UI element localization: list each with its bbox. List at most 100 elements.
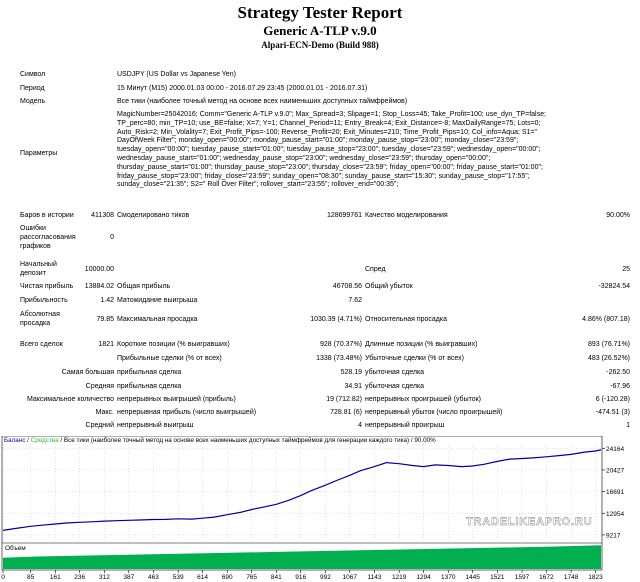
model-value: Все тики (наиболее точный метод на основ… <box>117 98 408 105</box>
average-consecutive-wins-value: 4 <box>358 422 362 429</box>
average-loss-label: убыточная сделка <box>365 383 425 390</box>
errors-label-1: Ошибки <box>20 225 46 232</box>
model-label: Модель <box>20 98 46 105</box>
spread-label: Спред <box>365 266 386 273</box>
x-tick-label: 992 <box>320 574 331 581</box>
spread-value: 25 <box>622 266 630 273</box>
server-name: Alpari-ECN-Demo (Build 988) <box>261 40 379 50</box>
params-line: thursday_pause_start="01:00"; thursday_p… <box>117 163 543 171</box>
legend-description: / Все тики (наиболее точный метод на осн… <box>59 436 437 444</box>
period-value: 15 Минут (M15) 2000.01.03 00:00 - 2016.0… <box>117 85 368 92</box>
y-tick-label: 16691 <box>606 489 624 496</box>
symbol-value: USDJPY (US Dollar vs Japanese Yen) <box>117 71 236 78</box>
volume-area <box>3 545 601 569</box>
params-line: MagicNumber=25042016; Comm="Generic A-TL… <box>117 111 546 118</box>
gross-loss-value: -32824.54 <box>598 283 630 290</box>
profit-factor-label: Прибыльность <box>20 297 68 304</box>
quality-label: Качество моделирования <box>365 212 448 219</box>
max-consecutive-wins-value: 19 (712.82) <box>326 396 362 403</box>
average-profit-label: прибыльная сделка <box>117 383 182 390</box>
quality-value: 90.00% <box>606 212 630 219</box>
balance-series-line <box>2 449 602 531</box>
max-consecutive-wins-label: непрерывных выигрышей (прибыль) <box>117 396 236 403</box>
average-consecutive-losses-value: 1 <box>626 422 630 429</box>
params-line: Auto_Risk=2; Min_Volality=7; Exit_Profit… <box>117 128 537 136</box>
x-tick-label: 1370 <box>441 574 456 581</box>
abs-drawdown-label-2: просадка <box>20 320 51 327</box>
max-consecutive-profit-win-label: непрерывная прибыль (число выигрышей) <box>117 409 257 416</box>
loss-trades-label: Убыточные сделки (% от всех) <box>365 355 464 362</box>
volume-label: Объем <box>5 544 26 552</box>
x-tick-label: 1521 <box>490 574 505 581</box>
legend-equity: Средства <box>31 437 59 444</box>
balance-chart: Объем TRADELIKEAPRO.RU Баланс / Средства… <box>0 436 640 582</box>
max-drawdown-label: Максимальная просадка <box>117 316 198 323</box>
payoff-value: 7.62 <box>348 297 362 304</box>
largest-loss-label: убыточная сделка <box>365 369 425 376</box>
abs-drawdown-label-1: Абсолютная <box>20 311 60 318</box>
expert-advisor-name: Generic A-TLP v.9.0 <box>263 23 377 38</box>
profit-factor-value: 1.42 <box>100 297 114 304</box>
x-tick-label: 841 <box>271 574 282 581</box>
y-tick-label: 20427 <box>606 467 624 474</box>
volume-bars <box>3 545 601 569</box>
errors-label-2: рассогласования <box>20 234 76 241</box>
short-positions-value: 928 (70.37%) <box>319 341 362 348</box>
x-tick-label: 1445 <box>465 574 480 581</box>
total-trades-value: 1821 <box>98 341 114 348</box>
net-profit-value: 13884.02 <box>84 283 114 290</box>
x-tick-label: 312 <box>99 574 110 581</box>
gross-profit-value: 46708.56 <box>332 283 362 290</box>
legend-balance: Баланс <box>4 437 25 444</box>
params-line: TP_perc=80; min_TP=10; use_BE=false; X=7… <box>117 119 541 127</box>
params-line: tuesday_open="00:00"; tuesday_pause_star… <box>117 146 541 154</box>
y-tick-label: 12954 <box>606 511 624 518</box>
x-tick-label: 1672 <box>539 574 554 581</box>
total-trades-label: Всего сделок <box>20 341 63 348</box>
y-tick-label: 24164 <box>606 446 624 453</box>
net-profit-label: Чистая прибыль <box>20 283 74 290</box>
watermark-text: TRADELIKEAPRO.RU <box>466 516 592 528</box>
errors-value: 0 <box>110 234 114 241</box>
period-label: Период <box>20 85 45 92</box>
profit-trades-label: Прибыльные сделки (% от всех) <box>117 355 222 362</box>
max-consecutive-profit-label: Макс. <box>95 409 114 416</box>
params-line: DayOfWeek Filter"; monday_open="00:00"; … <box>117 137 519 145</box>
y-axis-ticks: 24164 20427 16691 12954 9217 <box>602 446 624 539</box>
deposit-label-2: депозит <box>20 270 46 277</box>
long-positions-value: 893 (76.71%) <box>587 341 630 348</box>
params-line: friday_pause_stop="23:00"; friday_close=… <box>117 172 530 180</box>
params-label: Параметры <box>20 150 58 157</box>
max-consecutive-label: Максимальное количество <box>26 396 114 403</box>
report-title: Strategy Tester Report <box>237 3 403 22</box>
profit-trades-value: 1338 (73.48%) <box>316 355 362 362</box>
rel-drawdown-value: 4.86% (807.18) <box>582 316 630 323</box>
bars-label: Баров в истории <box>20 212 74 219</box>
max-consecutive-profit-win-value: 728.81 (6) <box>330 409 362 416</box>
payoff-label: Матожидание выигрыша <box>117 297 198 304</box>
max-consecutive-losses-value: 6 (-120.28) <box>595 396 630 403</box>
average-consecutive-losses-label: непрерывный проигрыш <box>365 422 445 429</box>
params-line: sunday_close="21:35"; S2=" Roll Over Fil… <box>117 181 399 189</box>
largest-profit-label: прибыльная сделка <box>117 369 182 376</box>
x-tick-label: 1294 <box>416 574 431 581</box>
rel-drawdown-label: Относительная просадка <box>365 316 447 323</box>
average-profit-value: 34.91 <box>344 383 362 390</box>
deposit-value: 10000.00 <box>84 266 114 273</box>
x-tick-label: 916 <box>295 574 306 581</box>
x-tick-label: 539 <box>173 574 184 581</box>
x-tick-label: 1219 <box>392 574 407 581</box>
short-positions-label: Короткие позиции (% выигравших) <box>117 341 230 348</box>
long-positions-label: Длинные позиции (% выигравших) <box>365 341 478 348</box>
x-tick-label: 0 <box>1 574 5 581</box>
symbol-label: Символ <box>20 71 46 78</box>
chart-legend: Баланс / Средства / Все тики (наиболее т… <box>4 436 436 444</box>
x-axis-ticks: 0 85 161 236 312 387 463 539 614 690 765 841 916 992 1… <box>1 570 603 581</box>
chart-grid <box>2 444 601 542</box>
largest-label: Самая большая <box>61 369 114 376</box>
bars-value: 411308 <box>91 212 114 219</box>
y-tick-label: 9217 <box>606 532 621 539</box>
x-tick-label: 387 <box>123 574 134 581</box>
params-line: wednesday_pause_start="01:00"; wednesday… <box>117 154 491 162</box>
average-consecutive-wins-label: непрерывный выигрыш <box>117 422 194 429</box>
